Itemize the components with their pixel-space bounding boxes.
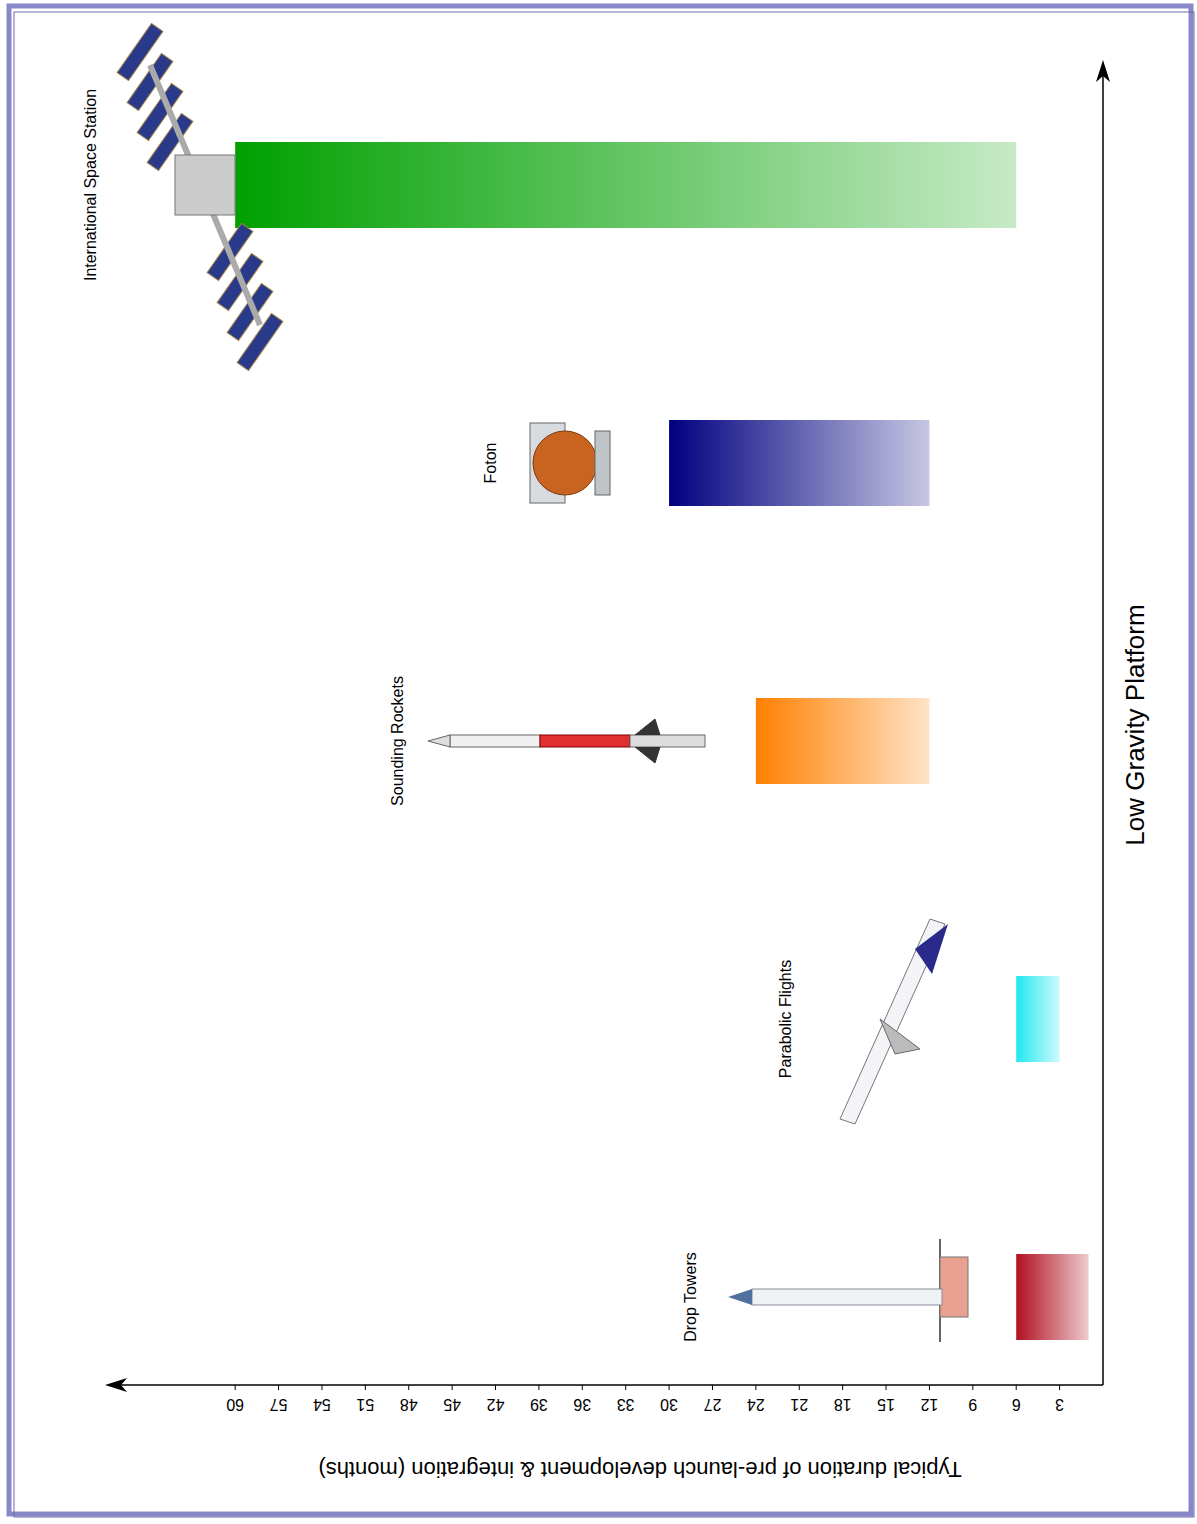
icon-part <box>533 431 597 495</box>
tick <box>842 1385 843 1390</box>
tick-label: 33 <box>617 1396 635 1413</box>
icon-part <box>450 735 540 747</box>
category-label: Foton <box>482 443 499 484</box>
tick <box>408 1385 409 1390</box>
tick-label: 42 <box>487 1396 505 1413</box>
tick-label: 60 <box>226 1396 244 1413</box>
icon-part <box>150 65 260 325</box>
tick <box>321 1385 322 1390</box>
tick-label: 18 <box>834 1396 852 1413</box>
tick-label: 3 <box>1055 1396 1064 1413</box>
tick <box>755 1385 756 1390</box>
icon-part <box>175 155 235 215</box>
tick-label: 39 <box>530 1396 548 1413</box>
tick <box>712 1385 713 1390</box>
tick <box>1016 1385 1017 1390</box>
chart-root: 3691215182124273033363942454851545760Typ… <box>0 0 1197 1524</box>
icon-part <box>635 719 660 763</box>
tick-label: 48 <box>400 1396 418 1413</box>
tick-label: 51 <box>356 1396 374 1413</box>
platform-icon <box>428 719 705 763</box>
bars <box>235 142 1088 1340</box>
bar <box>756 698 930 784</box>
value-axis-title: Typical duration of pre-launch developme… <box>318 1457 961 1482</box>
bar <box>1016 1254 1088 1340</box>
tick <box>538 1385 539 1390</box>
tick <box>972 1385 973 1390</box>
platform-icon <box>840 919 948 1124</box>
page-frame <box>9 6 1191 1514</box>
tick-label: 36 <box>573 1396 591 1413</box>
tick <box>582 1385 583 1390</box>
category-axis-title: Low Gravity Platform <box>1120 604 1150 845</box>
tick <box>278 1385 279 1390</box>
tick-label: 9 <box>968 1396 977 1413</box>
category-label: Drop Towers <box>682 1252 699 1342</box>
tick <box>929 1385 930 1390</box>
tick <box>669 1385 670 1390</box>
tick-label: 57 <box>270 1396 288 1413</box>
page-frame-inner <box>14 12 1194 1517</box>
platform-icon <box>530 423 610 503</box>
tick-label: 21 <box>790 1396 808 1413</box>
category-axis-arrow <box>1096 60 1110 82</box>
category-label: International Space Station <box>82 89 99 281</box>
bar <box>1016 976 1059 1062</box>
chart-svg: 3691215182124273033363942454851545760Typ… <box>0 0 1197 1524</box>
icon-part <box>540 735 630 747</box>
icon-part <box>880 1019 920 1054</box>
category-label: Parabolic Flights <box>777 960 794 1078</box>
tick-label: 54 <box>313 1396 331 1413</box>
tick <box>799 1385 800 1390</box>
icon-part <box>595 431 610 495</box>
value-axis <box>109 1384 1103 1386</box>
icon-part <box>915 924 948 974</box>
tick-label: 30 <box>660 1396 678 1413</box>
icon-part <box>940 1257 968 1317</box>
platform-icon <box>728 1239 968 1342</box>
tick <box>235 1385 236 1390</box>
tick-label: 27 <box>703 1396 721 1413</box>
icon-part <box>728 1289 752 1305</box>
tick-label: 24 <box>747 1396 765 1413</box>
category-label: Sounding Rockets <box>389 676 406 806</box>
bar <box>235 142 1016 228</box>
tick <box>365 1385 366 1390</box>
value-axis-arrow <box>105 1378 127 1392</box>
category-axis <box>1102 64 1104 1385</box>
tick <box>1059 1385 1060 1390</box>
tick <box>495 1385 496 1390</box>
icon-part <box>630 735 705 747</box>
platform-icon <box>117 23 283 370</box>
tick <box>625 1385 626 1390</box>
tick-label: 45 <box>443 1396 461 1413</box>
tick-label: 6 <box>1012 1396 1021 1413</box>
icon-part <box>752 1289 942 1305</box>
tick <box>452 1385 453 1390</box>
icon-part <box>428 735 450 747</box>
tick-label: 15 <box>877 1396 895 1413</box>
tick <box>886 1385 887 1390</box>
bar <box>669 420 929 506</box>
tick-label: 12 <box>920 1396 938 1413</box>
